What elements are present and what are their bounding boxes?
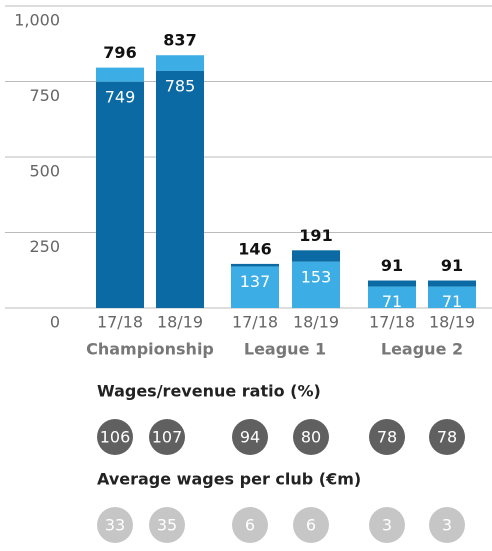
circle-label: 80 (301, 428, 321, 447)
bar-upper (428, 280, 476, 287)
circle-label: 33 (105, 516, 125, 535)
circle-label: 78 (437, 428, 457, 447)
circle-label: 3 (442, 516, 452, 535)
x-tick-label: 18/19 (157, 313, 203, 332)
group-label: League 1 (244, 340, 326, 359)
group-label: Championship (86, 340, 214, 359)
circle-label: 3 (382, 516, 392, 535)
value-circle (369, 419, 405, 455)
circle-label: 94 (240, 428, 260, 447)
value-label: 749 (105, 87, 136, 106)
value-circle (293, 419, 329, 455)
total-label: 91 (381, 256, 403, 275)
y-tick-label: 250 (29, 237, 60, 256)
x-tick-label: 18/19 (293, 313, 339, 332)
total-label: 91 (441, 256, 463, 275)
value-label: 785 (165, 76, 196, 95)
bar-upper (368, 280, 416, 287)
y-tick-label: 500 (29, 162, 60, 181)
x-tick-label: 18/19 (429, 313, 475, 332)
circle-label: 6 (245, 516, 255, 535)
row-title: Wages/revenue ratio (%) (97, 382, 321, 401)
bar-lower (96, 81, 144, 308)
x-tick-label: 17/18 (232, 313, 278, 332)
value-circle (429, 507, 465, 543)
value-circle (429, 419, 465, 455)
circle-label: 35 (157, 516, 177, 535)
value-circle (232, 419, 268, 455)
circle-label: 6 (306, 516, 316, 535)
bar-lower (292, 261, 340, 308)
circle-label: 106 (100, 428, 131, 447)
bar-lower (428, 286, 476, 308)
group-label: League 2 (381, 340, 463, 359)
x-tick-label: 17/18 (97, 313, 143, 332)
bar-lower (156, 70, 204, 309)
value-circle (232, 507, 268, 543)
value-label: 137 (240, 272, 271, 291)
bar-lower (368, 286, 416, 308)
value-circle (293, 507, 329, 543)
value-circle (149, 507, 185, 543)
bar-upper (231, 263, 279, 267)
value-circle (97, 507, 133, 543)
circle-label: 78 (377, 428, 397, 447)
bar-upper (292, 250, 340, 262)
value-label: 71 (382, 292, 402, 311)
bar-lower (231, 266, 279, 308)
bar-upper (156, 55, 204, 71)
y-tick-label: 0 (50, 313, 60, 332)
value-circle (97, 419, 133, 455)
value-circle (149, 419, 185, 455)
value-circle (369, 507, 405, 543)
total-label: 837 (163, 31, 196, 50)
bar-upper (96, 67, 144, 82)
total-label: 796 (103, 43, 136, 62)
value-label: 71 (442, 292, 462, 311)
circle-label: 107 (152, 428, 183, 447)
total-label: 146 (238, 239, 271, 258)
y-tick-label: 1,000 (14, 11, 60, 30)
x-tick-label: 17/18 (369, 313, 415, 332)
total-label: 191 (299, 226, 332, 245)
row-title: Average wages per club (€m) (97, 470, 361, 489)
y-tick-label: 750 (29, 86, 60, 105)
value-label: 153 (301, 267, 332, 286)
